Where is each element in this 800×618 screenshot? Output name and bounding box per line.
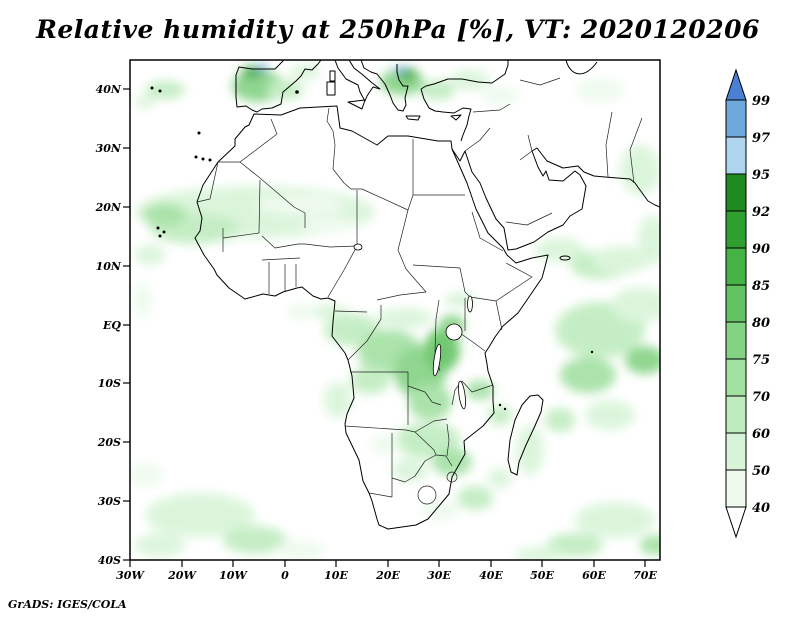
crete-island (405, 115, 421, 121)
africa-coastline (194, 105, 549, 530)
colorbar-label: 75 (752, 353, 770, 368)
colorbar-arrow-top (725, 68, 747, 101)
comoros-island (498, 403, 502, 407)
x-tick-label: 60E (582, 569, 606, 582)
lakes (353, 243, 473, 410)
colorbar-label: 99 (752, 94, 770, 109)
y-tick-label: 40N (96, 83, 122, 96)
lake-tanganyika (432, 343, 442, 377)
sardinia-island (326, 81, 336, 96)
x-tick-label: 20W (167, 569, 197, 582)
colorbar-label: 97 (752, 131, 770, 146)
canary-island (201, 157, 205, 161)
colorbar-labels: 99 97 95 92 90 85 80 75 70 60 50 40 (752, 94, 770, 516)
canary-island (194, 155, 198, 159)
colorbar-label: 50 (752, 464, 770, 479)
italy-coastline (334, 60, 381, 102)
caspian-coastline (565, 60, 598, 75)
colorbar-segment (725, 395, 747, 434)
balearic-island (295, 90, 299, 94)
balkans-greece-coastline (360, 60, 409, 112)
y-tick-label: 30N (96, 142, 122, 155)
lake-victoria (445, 323, 463, 341)
azores-island (158, 89, 162, 93)
iberia-coastline (235, 60, 322, 113)
humidity-shading (130, 64, 660, 560)
colorbar-segment (725, 247, 747, 286)
colorbar-label: 92 (752, 205, 770, 220)
colorbar-label: 85 (752, 279, 770, 294)
colorbar-label: 90 (752, 242, 770, 257)
x-tick-label: 10E (324, 569, 348, 582)
x-axis-labels: 30W 20W 10W 0 10E 20E 30E 40E 50E 60E 70… (116, 569, 657, 582)
coastlines (194, 60, 660, 530)
x-tick-label: 0 (281, 569, 289, 582)
colorbar-arrow-bottom (725, 506, 747, 539)
y-axis-ticks (123, 88, 130, 561)
grads-attribution: GrADS: IGES/COLA (8, 598, 127, 611)
madagascar-coastline (507, 394, 544, 476)
iran-india-coastline (531, 147, 660, 208)
x-tick-label: 70E (633, 569, 657, 582)
lake-turkana (467, 295, 473, 313)
socotra-island (559, 255, 571, 261)
seychelles-island (590, 350, 594, 354)
x-tick-label: 30W (116, 569, 145, 582)
sinai-coastline (451, 148, 466, 162)
colorbar-label: 70 (752, 390, 770, 405)
colorbar-label: 60 (752, 427, 770, 442)
plot-frame (129, 59, 661, 561)
azores-island (150, 86, 154, 90)
colorbar: 99 97 95 92 90 85 80 75 70 60 50 40 (725, 68, 770, 539)
x-axis-ticks (129, 560, 646, 567)
colorbar-segment (725, 469, 747, 508)
colorbar-segment (725, 173, 747, 212)
x-tick-label: 20E (375, 569, 400, 582)
colorbar-segment (725, 284, 747, 323)
lake-chad (353, 243, 363, 251)
islands (150, 70, 594, 411)
cape-verde-island (162, 230, 166, 234)
y-tick-label: 40S (98, 554, 121, 567)
chart-title: Relative humidity at 250hPa [%], VT: 202… (35, 15, 760, 44)
y-tick-label: 20S (97, 436, 121, 449)
madeira-island (197, 131, 201, 135)
colorbar-segment (725, 321, 747, 360)
cape-verde-island (158, 234, 162, 238)
colorbar-label: 40 (752, 501, 770, 516)
cyprus-island (450, 114, 462, 121)
y-tick-label: 10S (98, 377, 121, 390)
corsica-island (329, 70, 336, 82)
anatolia-black-sea-coastline (420, 60, 509, 90)
x-tick-label: 50E (530, 569, 554, 582)
y-tick-label: 30S (98, 495, 121, 508)
x-tick-label: 30E (427, 569, 451, 582)
lake-malawi (458, 380, 466, 410)
comoros-island (503, 407, 507, 411)
turkey-levant-coastline (420, 88, 472, 142)
x-tick-label: 10W (219, 569, 248, 582)
y-axis-labels: 40N 30N 20N 10N EQ 10S 20S 30S 40S (95, 83, 122, 567)
y-tick-label: EQ (102, 319, 121, 332)
y-tick-label: 10N (96, 260, 122, 273)
canary-island (208, 158, 212, 162)
colorbar-segment (725, 99, 747, 138)
cape-verde-island (156, 226, 160, 230)
colorbar-label: 95 (752, 168, 770, 183)
colorbar-segment (725, 432, 747, 471)
y-tick-label: 20N (95, 201, 122, 214)
colorbar-segment (725, 136, 747, 175)
colorbar-label: 80 (752, 316, 770, 331)
arabia-coastline (464, 150, 587, 251)
x-tick-label: 40E (479, 569, 503, 582)
sicily-island (347, 99, 366, 110)
colorbar-segment (725, 210, 747, 249)
colorbar-segment (725, 358, 747, 397)
